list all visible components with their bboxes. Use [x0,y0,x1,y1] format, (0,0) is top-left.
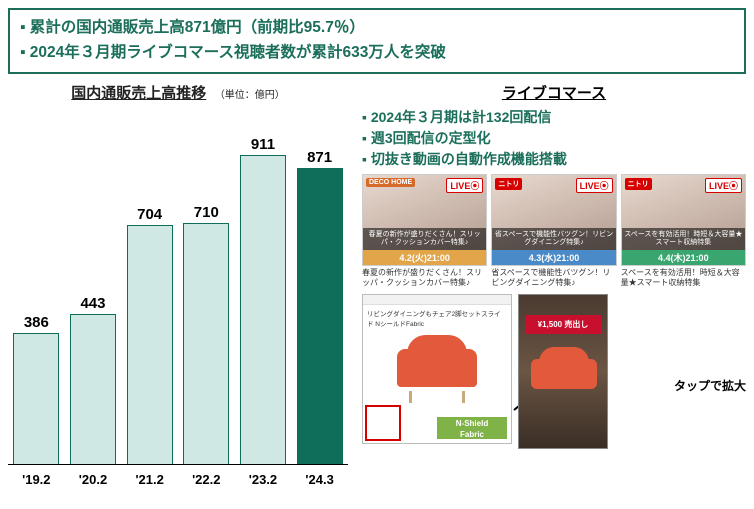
x-axis-label: '19.2 [22,472,50,487]
headline-line-2: ▪ 2024年３月期ライブコマース視聴者数が累計633万人を突破 [20,41,734,66]
mobile-sofa-illustration [531,347,597,397]
x-axis-label: '23.2 [249,472,277,487]
pc-caption: リビングダイニングもチェア2脚セットスライド NシールドFabric [363,305,511,331]
thumb-subtitle: 春夏の新作が盛りだくさん！スリッパ・クッションカバー特集♪ [362,268,487,289]
headline-box: ▪ 累計の国内通販売上高871億円（前期比95.7％） ▪ 2024年３月期ライ… [8,8,746,74]
thumb-time-bar: 4.3(水)21:00 [492,250,615,265]
bars-wrap: 386 443 704 710 911 871 [8,125,348,465]
pc-sofa-illustration [397,335,477,395]
thumb-badge: DECO HOME [366,178,415,187]
live-tag: LIVE⦿ [576,178,613,193]
bar [13,333,59,464]
bar-value-label: 386 [24,314,49,331]
thumb-time-bar: 4.4(木)21:00 [622,250,745,265]
pc-green-tag-line1: N-Shield [456,419,488,428]
bar-value-label: 911 [251,136,275,153]
live-tag: LIVE⦿ [705,178,742,193]
thumb-badge: ニトリ [495,178,522,190]
live-tag: LIVE⦿ [446,178,483,193]
bar-col: 911 [240,136,286,465]
live-thumb: ニトリ LIVE⦿ スペースを有効活用！時短＆大容量★スマート収納特集4.4(木)2… [621,174,746,266]
pc-green-tag-line2: Fabric [460,430,484,439]
thumb-subtitle: 省スペースで機能性バツグン！リビングダイニング特集♪ [491,268,616,289]
thumb-caption: 春夏の新作が盛りだくさん！スリッパ・クッションカバー特集♪ [363,228,486,251]
thumb-caption: スペースを有効活用！時短＆大容量★スマート収納特集 [622,228,745,251]
chart-title-row: 国内通販売上高推移 （単位：億円） [8,82,348,103]
pc-green-tag: N-Shield Fabric [437,417,507,439]
pc-highlight-outline [365,405,401,441]
pc-screenshot: リビングダイニングもチェア2脚セットスライド NシールドFabric N-Shi… [362,294,512,444]
chart-column: 国内通販売上高推移 （単位：億円） 386 443 704 710 911 871 '19… [8,82,348,487]
bar-value-label: 704 [137,206,162,223]
x-axis-label: '21.2 [135,472,163,487]
bar [70,314,116,465]
bar-col: 704 [127,206,173,464]
headline-line-1: ▪ 累計の国内通販売上高871億円（前期比95.7％） [20,16,734,41]
bar-value-label: 443 [80,295,105,312]
chart-baseline [8,464,348,465]
bar-col: 443 [70,295,116,465]
x-axis-label: '22.2 [192,472,220,487]
bar-value-label: 710 [194,204,219,221]
bar-col: 386 [13,314,59,464]
thumb-subtitle: スペースを有効活用！時短＆大容量★スマート収納特集 [621,268,746,289]
tap-to-enlarge-label: タップで拡大 [674,377,746,394]
bullet-3: ▪ 切抜き動画の自動作成機能搭載 [362,149,746,170]
thumb-caption: 省スペースで機能性バツグン！リビングダイニング特集♪ [492,228,615,251]
thumbs-row: DECO HOME LIVE⦿ 春夏の新作が盛りだくさん！スリッパ・クッションカバー… [362,174,746,266]
x-axis-label: '20.2 [79,472,107,487]
x-axis-label: '24.3 [305,472,333,487]
bar [183,223,229,464]
bar-value-label: 871 [307,149,332,166]
bar [127,225,173,464]
live-commerce-title: ライブコマース [362,82,746,103]
pc-topbar [363,295,511,305]
bar [297,168,343,464]
live-commerce-column: ライブコマース ▪ 2024年３月期は計132回配信 ▪ 週3回配信の定型化 ▪… [358,82,746,487]
lower-screens: リビングダイニングもチェア2脚セットスライド NシールドFabric N-Shi… [362,294,746,454]
bar-col: 710 [183,204,229,464]
mobile-price-box: ¥1,500 売出し [525,315,601,334]
live-thumb: DECO HOME LIVE⦿ 春夏の新作が盛りだくさん！スリッパ・クッションカバー… [362,174,487,266]
chart-unit: （単位：億円） [215,90,285,101]
chart-area: 386443704710911871 '19.2'20.2'21.2'22.2'… [8,107,348,487]
thumb-time-bar: 4.2(火)21:00 [363,250,486,265]
bullet-2: ▪ 週3回配信の定型化 [362,128,746,149]
chart-x-labels: '19.2 '20.2 '21.2 '22.2 '23.2 '24.3 [8,472,348,487]
thumb-badge: ニトリ [625,178,652,190]
thumbs-subtitles-row: 春夏の新作が盛りだくさん！スリッパ・クッションカバー特集♪省スペースで機能性バツ… [362,266,746,289]
live-commerce-bullets: ▪ 2024年３月期は計132回配信 ▪ 週3回配信の定型化 ▪ 切抜き動画の自… [362,107,746,170]
bar-col: 871 [297,149,343,464]
mobile-screenshot: ¥1,500 売出し [518,294,608,449]
bar [240,155,286,465]
bullet-1: ▪ 2024年３月期は計132回配信 [362,107,746,128]
chart-title: 国内通販売上高推移 [71,85,206,102]
content-row: 国内通販売上高推移 （単位：億円） 386 443 704 710 911 871 '19… [0,78,754,487]
live-thumb: ニトリ LIVE⦿ 省スペースで機能性バツグン！リビングダイニング特集♪4.3(水)… [491,174,616,266]
